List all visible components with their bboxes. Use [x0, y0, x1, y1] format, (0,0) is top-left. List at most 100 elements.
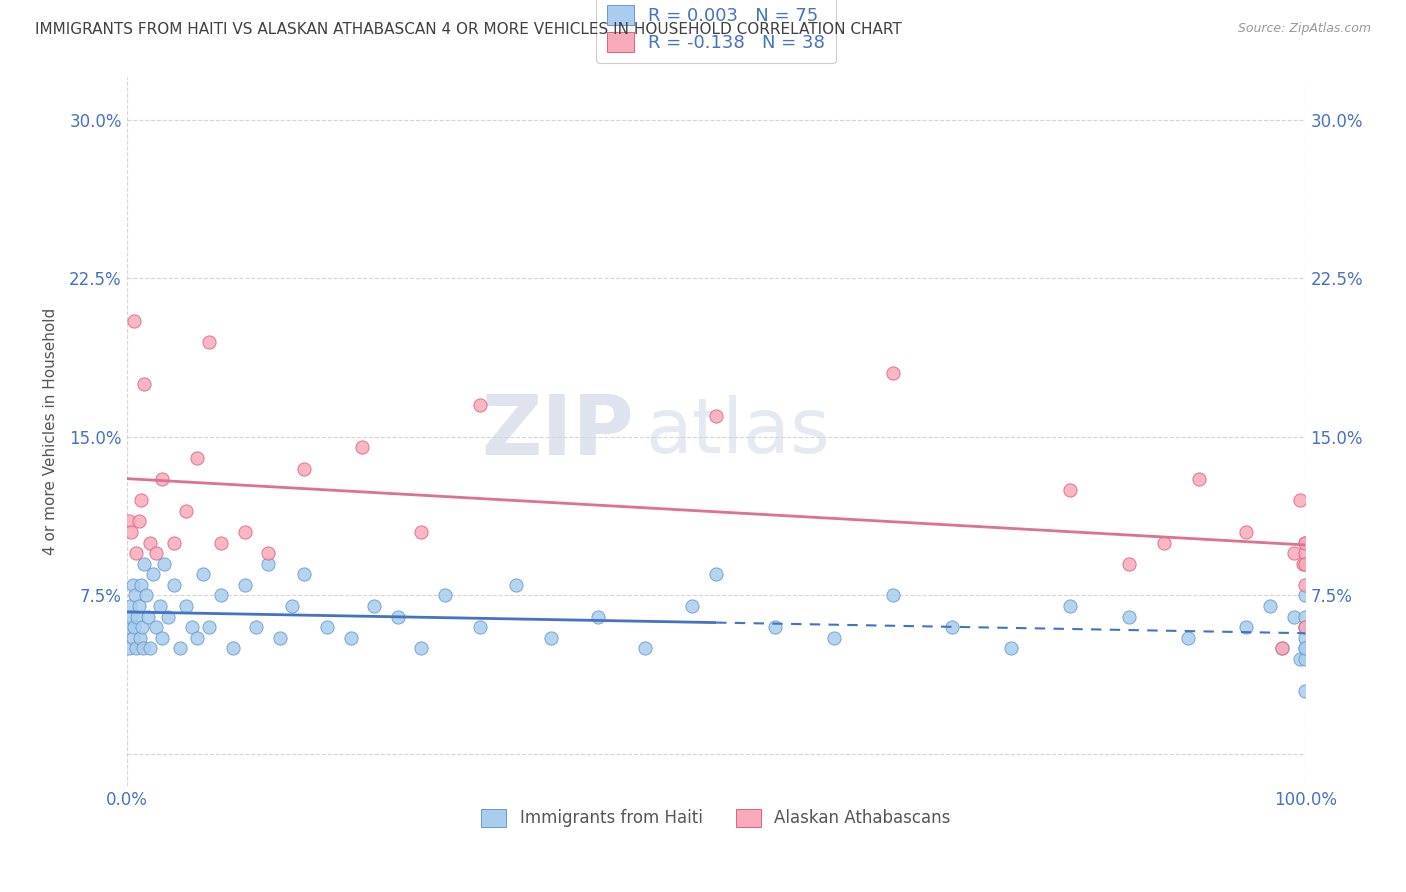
Point: [186, 451, 208, 466]
Point: [1282, 546, 1305, 560]
Point: [763, 620, 786, 634]
Point: [1236, 524, 1258, 539]
Point: [1294, 641, 1316, 656]
Point: [135, 589, 157, 603]
Point: [280, 599, 302, 613]
Point: [121, 578, 143, 592]
Point: [292, 461, 315, 475]
Point: [153, 557, 176, 571]
Point: [1294, 535, 1316, 549]
Point: [163, 535, 186, 549]
Point: [134, 557, 156, 571]
Point: [128, 631, 150, 645]
Point: [145, 546, 167, 560]
Point: [1271, 641, 1294, 656]
Point: [245, 620, 267, 634]
Point: [1236, 620, 1258, 634]
Point: [125, 641, 148, 656]
Point: [1294, 578, 1316, 592]
Point: [1153, 535, 1175, 549]
Point: [470, 398, 492, 412]
Legend: Immigrants from Haiti, Alaskan Athabascans: Immigrants from Haiti, Alaskan Athabasca…: [475, 802, 957, 834]
Point: [233, 578, 256, 592]
Point: [174, 504, 197, 518]
Point: [540, 631, 562, 645]
Point: [1294, 620, 1316, 634]
Point: [150, 472, 173, 486]
Point: [363, 599, 385, 613]
Point: [433, 589, 456, 603]
Point: [209, 589, 232, 603]
Y-axis label: 4 or more Vehicles in Household: 4 or more Vehicles in Household: [44, 308, 58, 555]
Point: [1118, 557, 1140, 571]
Point: [823, 631, 845, 645]
Point: [1294, 631, 1316, 645]
Point: [120, 609, 142, 624]
Point: [882, 367, 904, 381]
Point: [1188, 472, 1211, 486]
Point: [127, 609, 149, 624]
Point: [1059, 599, 1081, 613]
Point: [128, 515, 150, 529]
Point: [1294, 641, 1316, 656]
Point: [269, 631, 291, 645]
Point: [139, 535, 162, 549]
Text: Source: ZipAtlas.com: Source: ZipAtlas.com: [1237, 22, 1371, 36]
Point: [941, 620, 963, 634]
Point: [1294, 609, 1316, 624]
Point: [136, 609, 159, 624]
Point: [169, 641, 191, 656]
Point: [129, 578, 152, 592]
Point: [634, 641, 657, 656]
Point: [209, 535, 232, 549]
Point: [149, 599, 172, 613]
Point: [120, 599, 142, 613]
Point: [174, 599, 197, 613]
Point: [163, 578, 186, 592]
Point: [339, 631, 361, 645]
Point: [1294, 557, 1316, 571]
Point: [1294, 589, 1316, 603]
Point: [145, 620, 167, 634]
Point: [1258, 599, 1281, 613]
Point: [257, 546, 280, 560]
Point: [1294, 546, 1316, 560]
Point: [122, 620, 145, 634]
Point: [193, 567, 215, 582]
Point: [233, 524, 256, 539]
Point: [1294, 535, 1316, 549]
Point: [1288, 652, 1310, 666]
Point: [150, 631, 173, 645]
Point: [1294, 620, 1316, 634]
Point: [1177, 631, 1199, 645]
Point: [387, 609, 409, 624]
Point: [1294, 683, 1316, 698]
Point: [1059, 483, 1081, 497]
Point: [704, 567, 727, 582]
Point: [1294, 620, 1316, 634]
Point: [142, 567, 165, 582]
Point: [505, 578, 527, 592]
Point: [134, 377, 156, 392]
Point: [1282, 609, 1305, 624]
Point: [198, 620, 221, 634]
Point: [1118, 609, 1140, 624]
Point: [186, 631, 208, 645]
Point: [129, 493, 152, 508]
Point: [682, 599, 704, 613]
Point: [411, 641, 433, 656]
Point: [156, 609, 179, 624]
Point: [1271, 641, 1294, 656]
Point: [121, 631, 143, 645]
Point: [257, 557, 280, 571]
Point: [1288, 493, 1310, 508]
Point: [352, 441, 374, 455]
Point: [198, 334, 221, 349]
Point: [180, 620, 202, 634]
Point: [222, 641, 245, 656]
Point: [118, 641, 141, 656]
Point: [125, 546, 148, 560]
Point: [120, 524, 142, 539]
Point: [411, 524, 433, 539]
Point: [1000, 641, 1022, 656]
